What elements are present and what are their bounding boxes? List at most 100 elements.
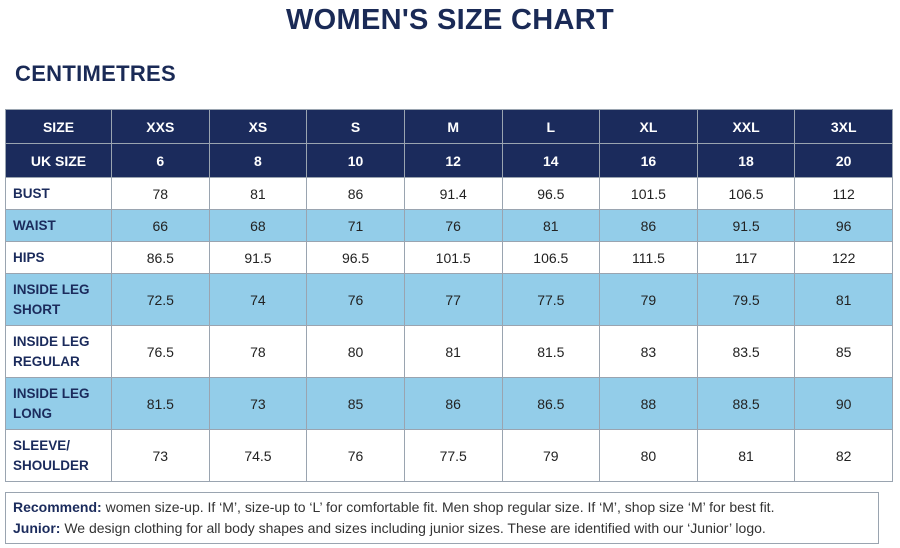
measurement-cell: 76 [306,429,405,482]
measurement-cell: 81 [403,325,503,378]
measurement-label-line: INSIDE LEG [13,385,90,401]
measurement-cell: 101.5 [403,241,503,274]
measurement-cell: 106.5 [501,241,601,274]
measurement-cell: 91.4 [403,177,503,210]
measurement-cell: 71 [306,209,405,242]
measurement-cell: 83.5 [696,325,796,378]
size-header-cell: M [403,109,503,144]
measurement-cell: 81 [501,209,601,242]
uk-size-cell: 16 [599,143,698,178]
measurement-cell: 73 [208,377,308,430]
measurement-label: BUST [5,177,112,210]
measurement-cell: 81.5 [111,377,210,430]
measurement-cell: 76 [306,273,405,326]
uk-size-cell: 10 [306,143,405,178]
measurement-cell: 81 [696,429,796,482]
uk-size-header-label: UK SIZE [5,143,112,178]
measurement-cell: 111.5 [599,241,698,274]
measurement-cell: 106.5 [696,177,796,210]
size-chart-table: SIZE XXS XS S M L XL XXL 3XL UK SIZE 6 8… [5,109,893,482]
measurement-cell: 73 [111,429,210,482]
size-header-cell: XXS [111,109,210,144]
measurement-label-line: SHORT [13,301,61,317]
measurement-cell: 86.5 [501,377,601,430]
measurement-label-line: REGULAR [13,353,80,369]
measurement-cell: 91.5 [208,241,308,274]
measurement-cell: 88.5 [696,377,796,430]
measurement-row: HIPS 86.5 91.5 96.5 101.5 106.5 111.5 117 122 [5,241,893,274]
fit-notes: Recommend: women size-up. If ‘M’, size-u… [5,492,879,544]
measurement-row: INSIDE LEG REGULAR 76.5 78 80 81 81.5 83 83.5 85 [5,325,893,378]
measurement-cell: 79.5 [696,273,796,326]
measurement-row: INSIDE LEG SHORT 72.5 74 76 77 77.5 79 79.5 81 [5,273,893,326]
measurement-cell: 86 [403,377,503,430]
measurement-cell: 74 [208,273,308,326]
recommend-label: Recommend: [13,499,102,515]
measurement-label-line: SLEEVE/ [13,437,71,453]
measurement-cell: 82 [794,429,893,482]
measurement-label: SLEEVE/SHOULDER [5,429,112,482]
measurement-cell: 85 [794,325,893,378]
measurement-label-line: SHOULDER [13,457,89,473]
units-subtitle: CENTIMETRES [15,61,176,86]
measurement-cell: 79 [599,273,698,326]
measurement-cell: 80 [306,325,405,378]
recommend-text: women size-up. If ‘M’, size-up to ‘L’ fo… [101,499,775,515]
measurement-cell: 86.5 [111,241,210,274]
measurement-cell: 85 [306,377,405,430]
measurement-cell: 90 [794,377,893,430]
junior-note: Junior: We design clothing for all body … [13,518,871,539]
measurement-cell: 96.5 [306,241,405,274]
measurement-cell: 83 [599,325,698,378]
measurement-label-line: WAIST [13,217,56,233]
measurement-cell: 77.5 [403,429,503,482]
measurement-label: HIPS [5,241,112,274]
uk-size-cell: 8 [208,143,308,178]
size-header-cell: XS [208,109,308,144]
measurement-row: SLEEVE/SHOULDER 73 74.5 76 77.5 79 80 81 82 [5,429,893,482]
measurement-cell: 76.5 [111,325,210,378]
measurement-label-line: BUST [13,185,50,201]
measurement-cell: 117 [696,241,796,274]
measurement-cell: 81.5 [501,325,601,378]
junior-text: We design clothing for all body shapes a… [60,520,766,536]
measurement-cell: 66 [111,209,210,242]
measurement-label-line: HIPS [13,249,45,265]
measurement-cell: 72.5 [111,273,210,326]
size-header-cell: XL [599,109,698,144]
measurement-cell: 80 [599,429,698,482]
size-header-cell: S [306,109,405,144]
measurement-cell: 101.5 [599,177,698,210]
uk-size-cell: 12 [403,143,503,178]
measurement-label-line: INSIDE LEG [13,333,90,349]
recommend-note: Recommend: women size-up. If ‘M’, size-u… [13,497,871,518]
measurement-label: INSIDE LEG LONG [5,377,112,430]
measurement-cell: 74.5 [208,429,308,482]
size-header-row: SIZE XXS XS S M L XL XXL 3XL [5,109,893,144]
uk-size-cell: 14 [501,143,601,178]
measurement-cell: 76 [403,209,503,242]
size-header-cell: L [501,109,601,144]
measurement-label: WAIST [5,209,112,242]
measurement-cell: 96 [794,209,893,242]
measurement-label-line: INSIDE LEG [13,281,90,297]
measurement-cell: 122 [794,241,893,274]
measurement-cell: 77 [403,273,503,326]
measurement-row: WAIST 66 68 71 76 81 86 91.5 96 [5,209,893,242]
size-header-cell: 3XL [794,109,893,144]
junior-label: Junior: [13,520,61,536]
measurement-cell: 78 [208,325,308,378]
measurement-cell: 81 [208,177,308,210]
measurement-cell: 91.5 [696,209,796,242]
size-header-label: SIZE [5,109,112,144]
uk-size-cell: 20 [794,143,893,178]
measurement-cell: 112 [794,177,893,210]
size-header-cell: XXL [696,109,796,144]
measurement-label: INSIDE LEG REGULAR [5,325,112,378]
page-title: WOMEN'S SIZE CHART [285,4,615,36]
measurement-cell: 96.5 [501,177,601,210]
measurement-row: INSIDE LEG LONG 81.5 73 85 86 86.5 88 88.5 90 [5,377,893,430]
measurement-cell: 79 [501,429,601,482]
measurement-cell: 86 [599,209,698,242]
measurement-cell: 78 [111,177,210,210]
